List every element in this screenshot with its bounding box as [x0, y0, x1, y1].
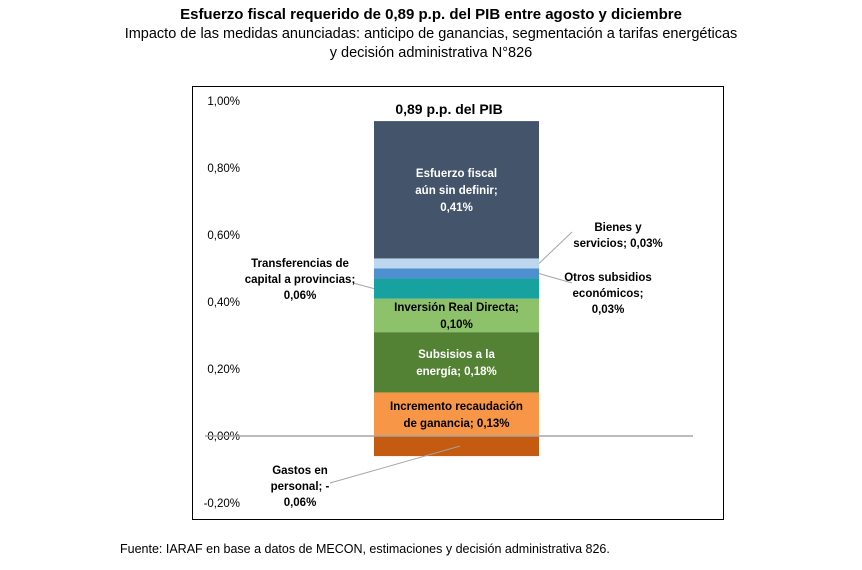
inner-labels: Incremento recaudación de ganancia; 0,13%…: [390, 168, 523, 430]
segment-label: Bienes y servicios; 0,03%: [573, 222, 663, 250]
leader-line: [538, 231, 573, 264]
leader-line: [538, 273, 573, 284]
bar-segments: [374, 121, 539, 457]
leader-line: [352, 282, 375, 290]
leader-line: [329, 445, 461, 484]
y-tick-label: -0,20%: [204, 498, 240, 510]
y-tick-label: 1,00%: [207, 96, 240, 108]
segment-label: Transferencias de capital a provincias; 0,…: [245, 258, 356, 302]
callout-labels: Gastos en personal; -0,06% Transferencias …: [245, 222, 663, 509]
segment-label: Incremento recaudación de ganancia; 0,13%: [390, 401, 523, 430]
y-tick-label: 0,00%: [207, 431, 240, 443]
segment-label: Gastos en personal; -0,06%: [271, 465, 330, 509]
y-tick-label: 0,80%: [207, 163, 240, 175]
bar-segment: [374, 121, 539, 259]
bar-segment: [374, 258, 539, 269]
segment-label: Otros subsidios económicos; 0,03%: [564, 272, 652, 316]
y-tick-label: 0,60%: [207, 230, 240, 242]
segment-label: Subsisios a la energía; 0,18%: [416, 349, 497, 378]
chart-title: Esfuerzo fiscal requerido de 0,89 p.p. d…: [180, 6, 682, 23]
bar-segment: [374, 392, 539, 436]
total-label: 0,89 p.p. del PIB: [395, 101, 502, 117]
bar-segment: [374, 278, 539, 299]
bar-segment: [374, 268, 539, 279]
y-axis: 1,00% 0,80% 0,60% 0,40% 0,20% 0,00% -0,20%: [204, 96, 240, 510]
segment-label: Inversión Real Directa; 0,10%: [394, 302, 519, 331]
chart-subtitle: Impacto de las medidas anunciadas: antic…: [124, 26, 738, 61]
y-tick-label: 0,40%: [207, 297, 240, 309]
bar-segment: [374, 332, 539, 393]
source-note: Fuente: IARAF en base a datos de MECON, …: [120, 542, 610, 556]
bar-segment: [374, 436, 539, 457]
segment-label: Esfuerzo fiscal aún sin definir; 0,41%: [415, 168, 497, 214]
bar-segment: [374, 298, 539, 333]
y-tick-label: 0,20%: [207, 364, 240, 376]
plot-frame: [192, 86, 724, 520]
